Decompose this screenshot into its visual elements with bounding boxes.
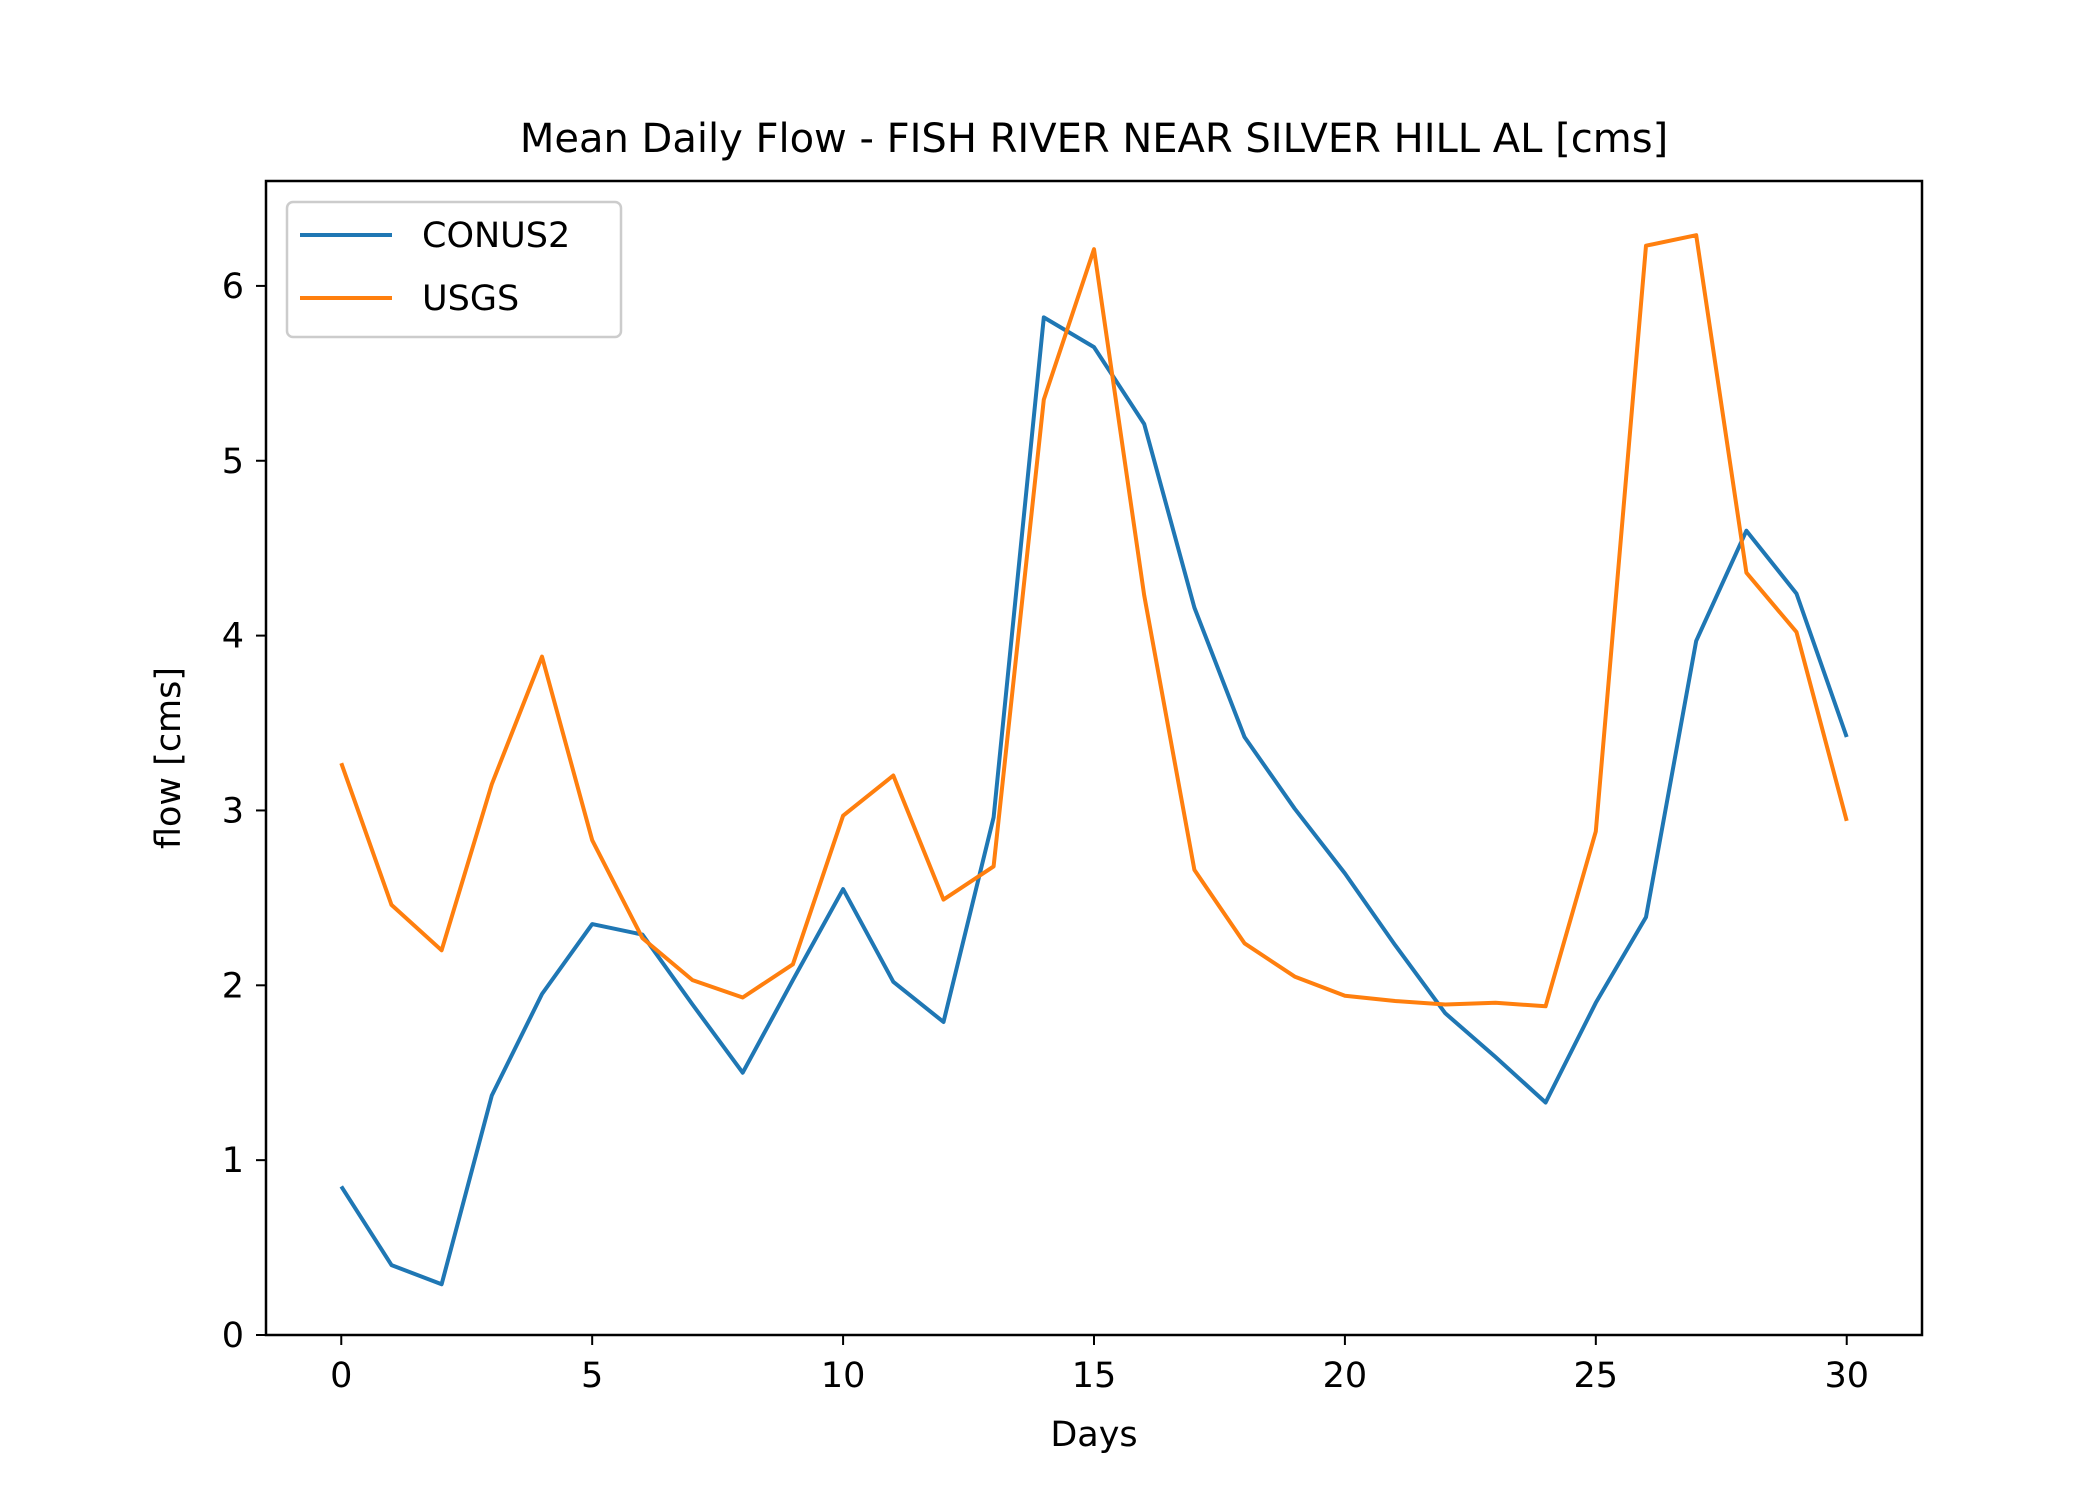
y-tick-label: 0	[222, 1316, 244, 1356]
y-tick-label: 1	[222, 1141, 244, 1181]
y-tick-label: 2	[222, 966, 244, 1006]
x-tick-label: 20	[1323, 1356, 1368, 1396]
x-tick-label: 25	[1574, 1356, 1619, 1396]
axis-ticks: 0 5 10 15 20 25 30 0 1 2 3 4 5 6	[222, 267, 1869, 1396]
legend-label: USGS	[422, 279, 519, 319]
plot-frame	[264, 179, 1924, 1337]
y-tick-label: 6	[222, 267, 244, 307]
y-axis-label: flow [cms]	[149, 667, 189, 849]
x-tick-label: 30	[1824, 1356, 1869, 1396]
series-lines	[339, 233, 1849, 1287]
legend-label: CONUS2	[422, 216, 570, 256]
x-axis-label: Days	[1050, 1415, 1137, 1455]
chart-title: Mean Daily Flow - FISH RIVER NEAR SILVER…	[520, 116, 1668, 162]
y-tick-label: 3	[222, 791, 244, 831]
x-tick-label: 5	[581, 1356, 603, 1396]
x-tick-label: 10	[821, 1356, 866, 1396]
y-tick-label: 4	[222, 617, 244, 657]
series-line-conus2	[339, 315, 1849, 1287]
x-tick-label: 15	[1072, 1356, 1117, 1396]
legend: CONUS2 USGS	[285, 200, 623, 339]
x-tick-label: 0	[330, 1356, 352, 1396]
series-line-usgs	[339, 233, 1849, 1009]
y-tick-label: 5	[222, 442, 244, 482]
